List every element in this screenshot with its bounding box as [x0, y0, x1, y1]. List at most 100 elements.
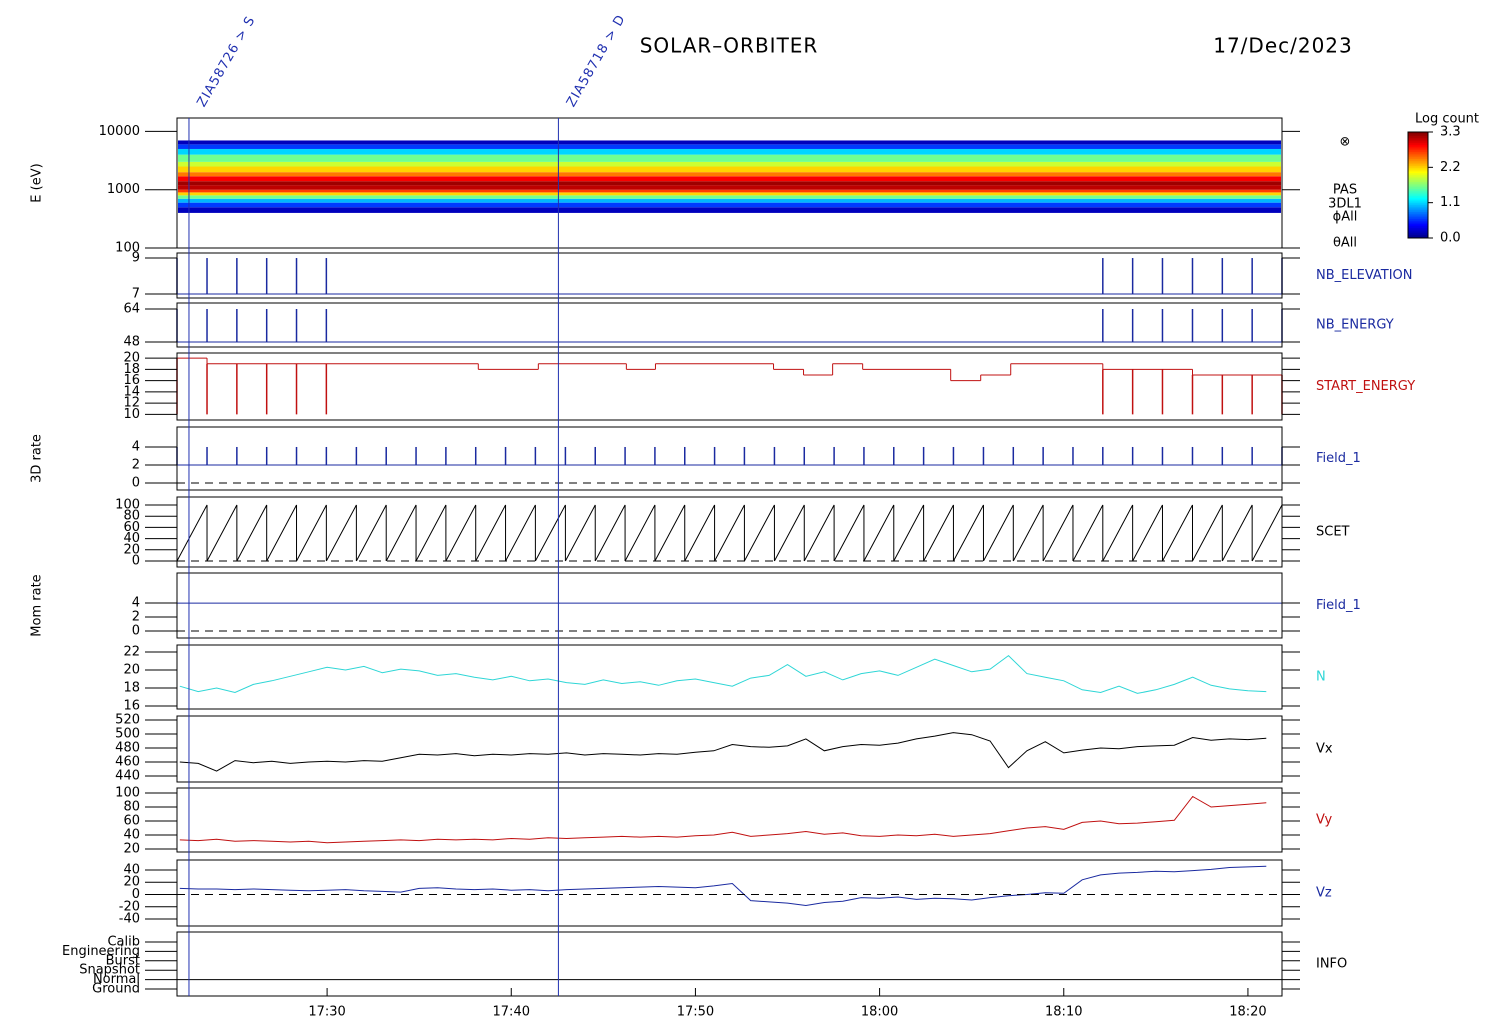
data-line	[179, 865, 1267, 907]
y-tick-label: 40	[123, 531, 140, 546]
y-tick-label: 20	[123, 663, 140, 678]
colorbar-step	[1408, 199, 1428, 202]
colorbar-step	[1408, 179, 1428, 182]
panel-name: INFO	[1316, 957, 1347, 972]
colorbar-step	[1408, 211, 1428, 214]
date: 17/Dec/2023	[1213, 34, 1353, 58]
spectrogram-bin	[178, 192, 1281, 196]
colorbar-step	[1408, 163, 1428, 167]
sawtooth-ramp	[743, 504, 775, 562]
y-tick-label: 1000	[107, 182, 140, 197]
colorbar-step	[1408, 140, 1428, 144]
colorbar-step	[1408, 137, 1428, 140]
y-tick-label: 9	[132, 251, 140, 266]
panel-name: Vy	[1316, 813, 1333, 828]
colorbar-step	[1408, 160, 1428, 163]
event-label: ZIA58718 > D	[564, 12, 629, 110]
y-tick-label: 16	[123, 373, 140, 388]
y-tick-label: 10	[123, 407, 140, 422]
y-axis-label: Mom rate	[30, 574, 45, 636]
colorbar-step	[1408, 230, 1428, 234]
colorbar-step	[1408, 225, 1428, 228]
colorbar-step	[1408, 222, 1428, 225]
y-tick-label: 20	[123, 841, 140, 856]
data-line	[179, 654, 1267, 694]
y-tick-label: 40	[123, 827, 140, 842]
sawtooth-ramp	[206, 504, 238, 562]
colorbar-step	[1408, 186, 1428, 190]
y-tick-label: 0	[132, 475, 140, 490]
title: SOLAR–ORBITER	[640, 34, 819, 58]
colorbar-step	[1408, 218, 1428, 221]
instrument-label: PAS	[1333, 183, 1357, 198]
y-tick-label: 18	[123, 681, 140, 696]
sawtooth-ramp	[1162, 504, 1193, 562]
colorbar-frame	[1407, 131, 1429, 239]
y-tick-label: 64	[123, 301, 140, 316]
panel-name: NB_ENERGY	[1316, 318, 1394, 333]
panel-name: SCET	[1316, 525, 1350, 540]
panel-frame	[176, 931, 1283, 997]
colorbar-step	[1408, 158, 1428, 161]
y-tick-label: 2	[132, 610, 140, 625]
colorbar-step	[1408, 176, 1428, 179]
colorbar-step	[1408, 202, 1428, 205]
colorbar-step	[1408, 223, 1428, 227]
panel-frame	[176, 496, 1283, 568]
colorbar-step	[1408, 193, 1428, 197]
colorbar-step	[1408, 190, 1428, 193]
sawtooth-ramp	[863, 504, 895, 562]
y-tick-label: 4	[132, 596, 140, 611]
event-label: ZIA58726 > S	[194, 14, 258, 110]
y-tick-label: 22	[123, 645, 140, 660]
colorbar-step	[1408, 207, 1428, 211]
colorbar-step	[1408, 229, 1428, 232]
colorbar-tick-label: 3.3	[1440, 125, 1461, 140]
colorbar-step	[1408, 232, 1428, 235]
sawtooth-ramp	[296, 504, 327, 562]
sawtooth-ramp	[176, 504, 208, 562]
y-tick-label: -20	[119, 899, 140, 914]
sawtooth-ramp	[355, 504, 387, 562]
sawtooth-ramp	[1042, 504, 1074, 562]
y-axis-label: E (eV)	[30, 163, 45, 202]
sawtooth-ramp	[1132, 504, 1163, 562]
sawtooth-ramp	[1251, 504, 1283, 562]
sawtooth-ramp	[385, 504, 417, 562]
colorbar-step	[1408, 174, 1428, 177]
y-tick-label: 0	[132, 554, 140, 569]
colorbar-step	[1408, 177, 1428, 181]
y-tick-label: Burst	[106, 953, 140, 968]
y-tick-label: 440	[115, 768, 140, 783]
y-tick-label: 100	[115, 785, 140, 800]
sawtooth-ramp	[564, 504, 596, 562]
colorbar-step	[1408, 206, 1428, 209]
colorbar-step	[1408, 142, 1428, 145]
y-tick-label: 0	[132, 887, 140, 902]
sawtooth-ramp	[1192, 504, 1223, 562]
spectrogram-bin	[178, 181, 1281, 186]
colorbar-step	[1408, 192, 1428, 195]
panel-frame	[176, 252, 1283, 299]
instrument-label: ⊗	[1340, 135, 1351, 150]
colorbar-step	[1408, 209, 1428, 212]
colorbar-step	[1408, 139, 1428, 142]
colorbar-step	[1408, 227, 1428, 230]
sawtooth-ramp	[684, 504, 716, 562]
sawtooth-ramp	[624, 504, 656, 562]
panel-frame	[176, 644, 1283, 710]
panel-frame	[176, 787, 1283, 853]
colorbar-step	[1408, 215, 1428, 218]
y-tick-label: 4	[132, 439, 140, 454]
x-tick-label: 17:50	[677, 1005, 714, 1020]
y-tick-label: Ground	[92, 982, 140, 997]
colorbar-step	[1408, 169, 1428, 172]
y-tick-label: -40	[119, 912, 140, 927]
sawtooth-ramp	[953, 504, 984, 562]
sawtooth-ramp	[833, 504, 865, 562]
colorbar-step	[1408, 156, 1428, 159]
panel-name: Vz	[1316, 886, 1332, 901]
colorbar-step	[1408, 165, 1428, 168]
colorbar-step	[1408, 181, 1428, 184]
